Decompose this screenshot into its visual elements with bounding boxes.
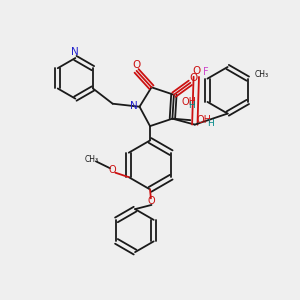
Text: H: H xyxy=(207,118,214,127)
Text: O: O xyxy=(109,165,116,175)
Text: N: N xyxy=(130,101,138,111)
Text: F: F xyxy=(203,67,209,77)
Text: CH₃: CH₃ xyxy=(84,155,98,164)
Text: CH₃: CH₃ xyxy=(254,70,268,79)
Text: O: O xyxy=(189,73,197,83)
Text: OH: OH xyxy=(182,97,196,106)
Text: H: H xyxy=(188,101,195,110)
Text: O: O xyxy=(148,196,155,206)
Text: O: O xyxy=(193,67,201,76)
Text: OH: OH xyxy=(197,115,212,125)
Text: O: O xyxy=(132,61,141,70)
Text: N: N xyxy=(71,47,79,57)
